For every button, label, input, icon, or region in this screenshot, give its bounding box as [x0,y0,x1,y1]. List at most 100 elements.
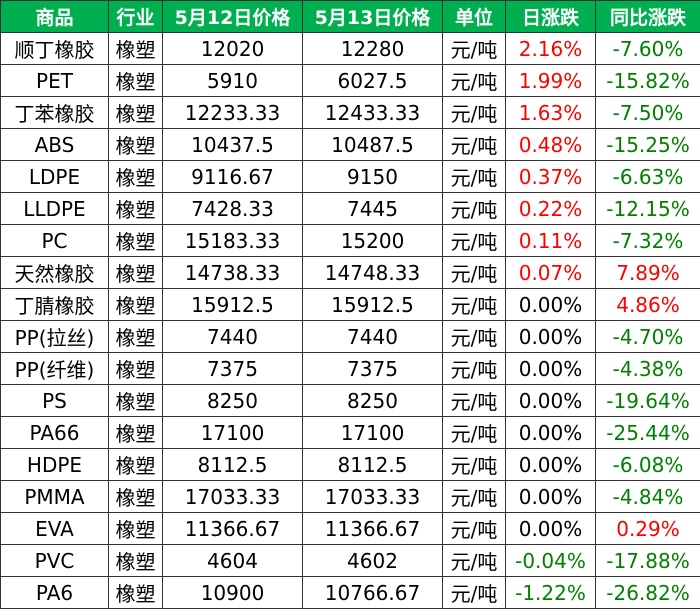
cell-product: PS [1,385,109,417]
cell-unit: 元/吨 [443,513,506,545]
cell-price-may12: 17033.33 [163,481,303,513]
cell-product: PC [1,225,109,257]
cell-industry: 橡塑 [109,289,163,321]
cell-unit: 元/吨 [443,321,506,353]
cell-unit: 元/吨 [443,385,506,417]
cell-price-may13: 6027.5 [303,65,443,97]
cell-product: LDPE [1,161,109,193]
cell-product: 丁腈橡胶 [1,289,109,321]
cell-daily-change: 0.37% [506,161,596,193]
cell-yoy-change: -4.70% [596,321,700,353]
header-yoy-change: 同比涨跌 [596,1,700,33]
cell-yoy-change: 7.89% [596,257,700,289]
cell-industry: 橡塑 [109,33,163,65]
cell-unit: 元/吨 [443,545,506,577]
header-daily-change: 日涨跌 [506,1,596,33]
cell-price-may13: 10487.5 [303,129,443,161]
cell-industry: 橡塑 [109,161,163,193]
cell-unit: 元/吨 [443,193,506,225]
cell-price-may13: 14748.33 [303,257,443,289]
cell-price-may13: 12433.33 [303,97,443,129]
cell-unit: 元/吨 [443,481,506,513]
cell-daily-change: 0.00% [506,481,596,513]
cell-daily-change: 1.99% [506,65,596,97]
cell-product: PVC [1,545,109,577]
cell-daily-change: 0.00% [506,417,596,449]
cell-unit: 元/吨 [443,225,506,257]
cell-industry: 橡塑 [109,129,163,161]
cell-price-may12: 12233.33 [163,97,303,129]
header-product: 商品 [1,1,109,33]
cell-yoy-change: -25.44% [596,417,700,449]
cell-yoy-change: -6.08% [596,449,700,481]
cell-product: PET [1,65,109,97]
cell-product: EVA [1,513,109,545]
cell-yoy-change: -6.63% [596,161,700,193]
cell-daily-change: -0.04% [506,545,596,577]
cell-yoy-change: -15.82% [596,65,700,97]
cell-price-may12: 8250 [163,385,303,417]
cell-product: 天然橡胶 [1,257,109,289]
cell-price-may13: 10766.67 [303,577,443,609]
cell-price-may13: 15200 [303,225,443,257]
cell-price-may13: 17033.33 [303,481,443,513]
cell-yoy-change: -7.32% [596,225,700,257]
cell-daily-change: 0.00% [506,449,596,481]
cell-industry: 橡塑 [109,577,163,609]
cell-product: PP(纤维) [1,353,109,385]
cell-product: PMMA [1,481,109,513]
cell-yoy-change: -19.64% [596,385,700,417]
cell-price-may12: 7428.33 [163,193,303,225]
cell-daily-change: 0.00% [506,513,596,545]
cell-price-may12: 8112.5 [163,449,303,481]
header-price-may13: 5月13日价格 [303,1,443,33]
cell-yoy-change: -15.25% [596,129,700,161]
cell-unit: 元/吨 [443,449,506,481]
cell-industry: 橡塑 [109,193,163,225]
cell-unit: 元/吨 [443,33,506,65]
cell-yoy-change: -26.82% [596,577,700,609]
cell-yoy-change: 0.29% [596,513,700,545]
cell-product: HDPE [1,449,109,481]
header-row: 商品 行业 5月12日价格 5月13日价格 单位 日涨跌 同比涨跌 [1,1,700,33]
cell-price-may13: 15912.5 [303,289,443,321]
cell-industry: 橡塑 [109,417,163,449]
cell-price-may13: 11366.67 [303,513,443,545]
cell-price-may12: 10437.5 [163,129,303,161]
cell-price-may13: 9150 [303,161,443,193]
cell-price-may13: 17100 [303,417,443,449]
cell-product: PA6 [1,577,109,609]
cell-price-may12: 4604 [163,545,303,577]
cell-yoy-change: -17.88% [596,545,700,577]
cell-price-may12: 15183.33 [163,225,303,257]
cell-daily-change: 0.07% [506,257,596,289]
cell-yoy-change: -7.50% [596,97,700,129]
cell-price-may12: 9116.67 [163,161,303,193]
cell-industry: 橡塑 [109,65,163,97]
cell-industry: 橡塑 [109,481,163,513]
cell-unit: 元/吨 [443,417,506,449]
cell-daily-change: 0.00% [506,353,596,385]
cell-price-may13: 12280 [303,33,443,65]
cell-price-may12: 7440 [163,321,303,353]
cell-price-may13: 8250 [303,385,443,417]
cell-price-may12: 7375 [163,353,303,385]
cell-industry: 橡塑 [109,545,163,577]
cell-industry: 橡塑 [109,321,163,353]
cell-product: LLDPE [1,193,109,225]
cell-price-may12: 12020 [163,33,303,65]
cell-unit: 元/吨 [443,129,506,161]
